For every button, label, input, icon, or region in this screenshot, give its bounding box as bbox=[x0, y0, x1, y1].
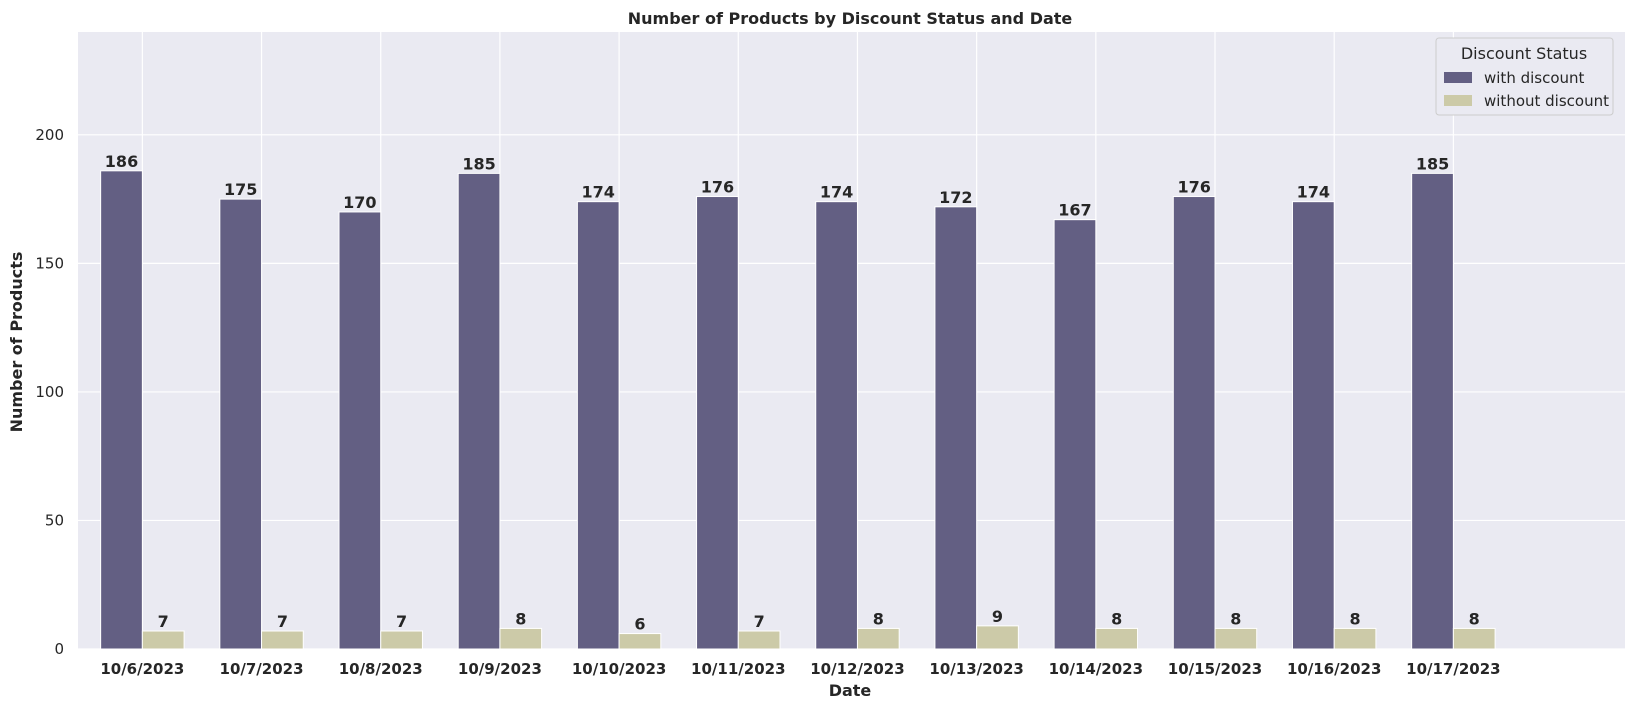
bar-value-label: 8 bbox=[1349, 609, 1360, 628]
bar-with-discount bbox=[1291, 201, 1335, 650]
bar-value-label: 175 bbox=[224, 180, 257, 199]
legend: Discount Status with discount without di… bbox=[1435, 37, 1614, 116]
bar-without-discount bbox=[856, 627, 900, 650]
bar-value-label: 185 bbox=[1416, 154, 1449, 173]
bar-without-discount bbox=[1333, 627, 1377, 650]
y-tick-label: 100 bbox=[35, 383, 64, 401]
legend-title: Discount Status bbox=[1461, 44, 1587, 63]
bar-without-discount bbox=[737, 630, 781, 650]
legend-label-with-discount: with discount bbox=[1484, 69, 1585, 87]
bar-value-label: 174 bbox=[1297, 183, 1330, 202]
bar-with-discount bbox=[457, 172, 501, 650]
x-tick-label: 10/17/2023 bbox=[1406, 660, 1500, 678]
bar-with-discount bbox=[1172, 196, 1216, 650]
x-tick-label: 10/16/2023 bbox=[1287, 660, 1381, 678]
x-tick-label: 10/13/2023 bbox=[929, 660, 1023, 678]
bar-value-label: 185 bbox=[462, 154, 495, 173]
bar-without-discount bbox=[1214, 627, 1258, 650]
bar-without-discount bbox=[141, 630, 185, 650]
bar-value-label: 8 bbox=[873, 609, 884, 628]
bar-value-label: 8 bbox=[515, 609, 526, 628]
x-axis-label: Date bbox=[829, 681, 872, 700]
bars bbox=[100, 170, 1496, 650]
bar-value-label: 174 bbox=[820, 183, 853, 202]
bar-without-discount bbox=[261, 630, 304, 650]
bar-without-discount bbox=[380, 630, 423, 650]
legend-swatch-with-discount bbox=[1444, 72, 1472, 83]
x-tick-label: 10/7/2023 bbox=[220, 660, 304, 678]
bar-without-discount bbox=[618, 633, 662, 650]
bar-without-discount bbox=[976, 625, 1019, 650]
x-tick-label: 10/10/2023 bbox=[572, 660, 666, 678]
chart-title: Number of Products by Discount Status an… bbox=[628, 9, 1073, 28]
bar-value-label: 8 bbox=[1469, 609, 1480, 628]
y-tick-label: 50 bbox=[45, 511, 64, 529]
legend-box bbox=[1435, 37, 1614, 116]
bar-value-label: 172 bbox=[939, 188, 972, 207]
bar-with-discount bbox=[1411, 172, 1454, 650]
bar-value-label: 7 bbox=[754, 612, 765, 631]
bar-value-label: 176 bbox=[1177, 178, 1210, 197]
bar-value-label: 6 bbox=[634, 615, 645, 634]
y-tick-labels: 0 50 100 150 200 bbox=[35, 126, 64, 658]
bar-value-label: 176 bbox=[701, 178, 734, 197]
bar-value-label: 167 bbox=[1058, 201, 1091, 220]
bar-value-label: 186 bbox=[105, 152, 138, 171]
legend-swatch-without-discount bbox=[1444, 95, 1472, 106]
x-tick-label: 10/12/2023 bbox=[810, 660, 904, 678]
bar-labels: 186 175 170 185 174 176 174 172 167 176 174 185 7 7 7 8… bbox=[105, 152, 1480, 634]
bar-value-label: 170 bbox=[343, 193, 376, 212]
bar-value-label: 174 bbox=[582, 183, 615, 202]
bar-without-discount bbox=[1095, 627, 1139, 650]
bar-value-label: 8 bbox=[1230, 609, 1241, 628]
bar-with-discount bbox=[696, 196, 739, 650]
bar-with-discount bbox=[1053, 219, 1097, 650]
bar-with-discount bbox=[576, 201, 620, 650]
bar-with-discount bbox=[338, 211, 382, 650]
y-tick-label: 150 bbox=[35, 254, 64, 272]
x-tick-labels: 10/6/2023 10/7/2023 10/8/2023 10/9/2023 10/1… bbox=[100, 660, 1500, 678]
y-tick-label: 200 bbox=[35, 126, 64, 144]
bar-value-label: 7 bbox=[277, 612, 288, 631]
bar-value-label: 7 bbox=[396, 612, 407, 631]
bar-value-label: 8 bbox=[1111, 609, 1122, 628]
legend-label-without-discount: without discount bbox=[1484, 92, 1609, 110]
x-tick-label: 10/15/2023 bbox=[1168, 660, 1262, 678]
bar-with-discount bbox=[219, 198, 263, 650]
x-tick-label: 10/8/2023 bbox=[339, 660, 423, 678]
y-axis-label: Number of Products bbox=[7, 252, 26, 433]
x-tick-label: 10/9/2023 bbox=[458, 660, 542, 678]
x-tick-label: 10/14/2023 bbox=[1049, 660, 1143, 678]
x-tick-label: 10/6/2023 bbox=[100, 660, 184, 678]
bar-without-discount bbox=[1452, 627, 1496, 650]
bar-value-label: 9 bbox=[992, 607, 1003, 626]
y-tick-label: 0 bbox=[54, 640, 64, 658]
bar-with-discount bbox=[815, 201, 858, 650]
x-tick-label: 10/11/2023 bbox=[691, 660, 785, 678]
bar-without-discount bbox=[499, 627, 543, 650]
bar-with-discount bbox=[100, 170, 143, 650]
bar-with-discount bbox=[934, 206, 978, 650]
bar-value-label: 7 bbox=[158, 612, 169, 631]
